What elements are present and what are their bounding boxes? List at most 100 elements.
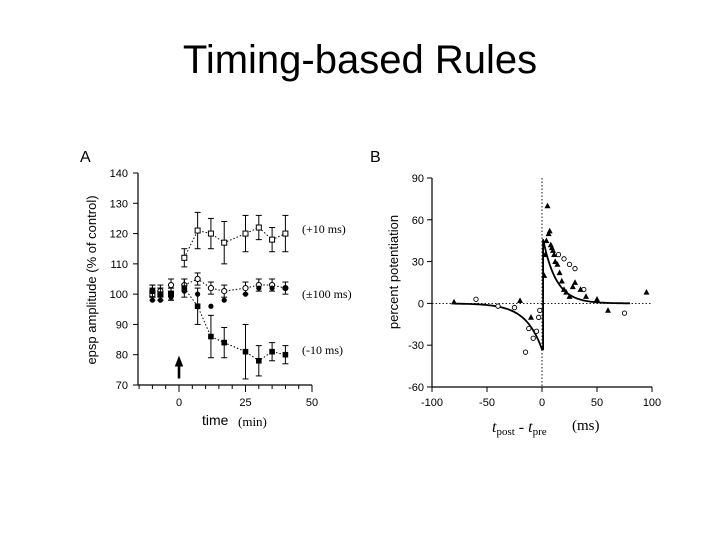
panel-a-point-square — [255, 224, 262, 231]
panel-a-legend-entry: (+10 ms) — [302, 222, 346, 236]
panel-b-y-tick-label: -60 — [408, 382, 424, 394]
panel-a-point-square — [282, 230, 289, 237]
panel-a-point-circle — [242, 284, 249, 292]
panel-a-point-filled-circle — [282, 285, 288, 291]
panel-b-point-filled-triangle — [572, 279, 578, 285]
panel-b-point-filled-triangle — [528, 314, 534, 320]
panel-b-point-filled-triangle — [451, 298, 457, 305]
panel-a-y-label: epsp amplitude (% of control) — [84, 195, 99, 364]
panel-a-point-square — [207, 230, 214, 237]
panel-a-point-filled-circle — [221, 297, 227, 303]
panel-a-y-tick-label: 90 — [116, 319, 128, 331]
panel-b-x-unit: (ms) — [572, 418, 600, 434]
panel-b-y-tick-label: 60 — [412, 215, 424, 227]
panel-a-point-filled-square — [208, 333, 214, 340]
panel-a-point-filled-square — [256, 357, 262, 364]
panel-a-x-unit: (min) — [238, 414, 267, 429]
panel-b-y-tick-label: 90 — [412, 173, 424, 185]
panel-b-y-tick-label: 30 — [412, 257, 424, 269]
panel-b-point-open-circle — [621, 310, 628, 316]
panel-a-point-filled-square — [157, 291, 164, 297]
panel-a-legend-entry: (-10 ms) — [302, 343, 343, 357]
panel-b-point-open-circle — [533, 328, 540, 334]
panel-b-y-label: percent potentiation — [386, 215, 401, 329]
panel-b-point-filled-triangle — [643, 289, 650, 295]
panel-b-points — [451, 202, 650, 355]
panel-a-x-tick-label: 50 — [306, 397, 318, 409]
panel-a-point-filled-square — [282, 351, 289, 358]
panel-b-fit-curve — [454, 239, 630, 351]
panel-a-legend: (+10 ms) (±100 ms) (-10 ms) — [302, 222, 352, 357]
panel-b-point-open-circle — [495, 303, 501, 309]
panel-b-point-filled-triangle — [544, 202, 551, 209]
panel-a-y-tick-label: 80 — [116, 350, 128, 362]
panel-a-point-filled-circle — [157, 297, 163, 303]
panel-b-point-open-circle — [555, 251, 562, 258]
panel-b-point-filled-triangle — [577, 286, 584, 292]
panel-b-point-filled-triangle — [541, 272, 548, 278]
panel-a-point-filled-circle — [269, 285, 275, 291]
panel-b-point-filled-triangle — [551, 251, 558, 258]
panel-a-label: A — [80, 149, 91, 166]
panel-b-point-open-circle — [536, 314, 542, 320]
panel-b-x-tick-label: 100 — [643, 397, 661, 409]
panel-b-point-open-circle — [561, 256, 567, 262]
panel-b-point-filled-triangle — [594, 296, 600, 302]
panel-b-point-open-circle — [511, 304, 518, 311]
panel-a-point-circle — [221, 288, 228, 295]
panel-a-point-filled-circle — [242, 291, 249, 297]
panel-b-point-filled-triangle — [543, 237, 550, 244]
panel-a: A 70 80 90 100 110 120 130 140 0 25 50 (+10 ms) (±… — [80, 149, 352, 429]
panel-a-point-filled-square — [149, 288, 156, 294]
panel-b-label: B — [370, 149, 381, 166]
panel-a-point-circle — [194, 275, 201, 283]
panel-a-y-tick-label: 70 — [116, 380, 128, 392]
panel-b-y-tick-label: 0 — [418, 298, 424, 310]
panel-b-x-tick-label: -50 — [479, 397, 495, 409]
panel-a-frame — [137, 173, 312, 386]
panel-a-point-filled-square — [269, 348, 275, 355]
panel-a-y-ticks: 70 80 90 100 110 120 130 140 — [110, 168, 138, 392]
panel-b-y-ticks: -60 -30 0 30 60 90 — [408, 173, 432, 394]
panel-a-point-circle — [167, 281, 175, 289]
panel-a-point-filled-square — [242, 348, 249, 355]
panel-a-point-filled-circle — [149, 297, 155, 303]
panel-b-point-open-circle — [566, 261, 573, 268]
panel-a-point-filled-square — [181, 285, 188, 291]
panel-b-x-tick-label: 0 — [539, 397, 545, 409]
panel-a-y-tick-label: 110 — [110, 259, 128, 271]
panel-b-x-label: tpost - tpre — [492, 419, 547, 438]
panel-b-point-open-circle — [526, 325, 532, 332]
panel-b-point-filled-triangle — [569, 283, 576, 290]
panel-b-frame — [431, 178, 652, 388]
panel-a-series — [149, 211, 289, 380]
panel-b-point-open-circle — [473, 296, 479, 302]
panel-b-point-filled-triangle — [556, 269, 563, 276]
panel-a-point-square — [181, 254, 188, 261]
panel-a-x-ticks: 0 25 50 — [138, 385, 318, 409]
panel-a-point-square — [269, 236, 276, 243]
slide-title: Timing-based Rules — [182, 38, 538, 82]
panel-b-point-filled-triangle — [542, 251, 549, 258]
panel-b-point-open-circle — [572, 265, 578, 272]
panel-a-point-filled-square — [168, 291, 174, 297]
panel-b-point-filled-triangle — [554, 261, 561, 267]
panel-a-y-tick-label: 100 — [110, 289, 128, 301]
panel-b-point-filled-triangle — [558, 277, 565, 284]
panel-b-point-filled-triangle — [566, 293, 573, 299]
panel-b-point-filled-triangle — [546, 227, 553, 234]
panel-b-y-tick-label: -30 — [408, 340, 424, 352]
panel-a-point-filled-circle — [208, 303, 214, 309]
panel-b-x-tick-label: -100 — [421, 397, 443, 409]
panel-b-point-open-circle — [522, 349, 529, 355]
panel-b-point-filled-triangle — [605, 307, 611, 313]
panel-b-point-open-circle — [537, 307, 543, 314]
panel-a-point-circle — [207, 284, 215, 292]
panel-a-x-tick-label: 25 — [239, 397, 251, 409]
panel-b-point-filled-triangle — [517, 297, 523, 304]
panel-a-point-square — [194, 227, 201, 234]
panel-b-point-open-circle — [530, 335, 536, 341]
panel-b-point-filled-triangle — [583, 293, 589, 299]
panel-a-y-tick-label: 140 — [110, 168, 128, 180]
